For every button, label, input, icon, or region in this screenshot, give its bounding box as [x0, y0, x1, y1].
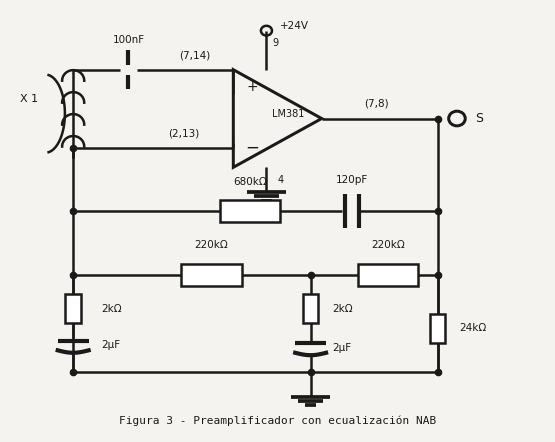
Text: LM381: LM381: [273, 109, 305, 118]
Bar: [220, 200, 280, 222]
Text: (7,14): (7,14): [179, 50, 210, 60]
Text: 100nF: 100nF: [112, 35, 144, 46]
Bar: [430, 314, 445, 343]
Bar: [181, 264, 241, 286]
Text: 9: 9: [272, 38, 278, 48]
Text: 120pF: 120pF: [336, 175, 368, 184]
Text: 220kΩ: 220kΩ: [371, 240, 405, 251]
Text: 220kΩ: 220kΩ: [194, 240, 228, 251]
Text: (7,8): (7,8): [365, 99, 389, 109]
Text: 2kΩ: 2kΩ: [101, 304, 122, 314]
Text: 4: 4: [278, 175, 284, 184]
Text: (2,13): (2,13): [168, 128, 199, 138]
Text: X 1: X 1: [20, 94, 38, 104]
Text: 2µF: 2µF: [101, 340, 120, 351]
Text: 680kΩ: 680kΩ: [233, 177, 267, 187]
Text: 2kΩ: 2kΩ: [332, 304, 354, 314]
Bar: [357, 264, 418, 286]
Text: 24kΩ: 24kΩ: [460, 324, 487, 333]
Text: Figura 3 - Preamplificador con ecualización NAB: Figura 3 - Preamplificador con ecualizac…: [119, 416, 436, 427]
Bar: [303, 294, 319, 324]
Text: +: +: [247, 80, 259, 94]
Text: S: S: [475, 112, 483, 125]
Text: −: −: [246, 139, 260, 157]
Text: +24V: +24V: [280, 21, 309, 31]
Text: 2µF: 2µF: [332, 343, 352, 353]
Bar: [65, 294, 81, 324]
